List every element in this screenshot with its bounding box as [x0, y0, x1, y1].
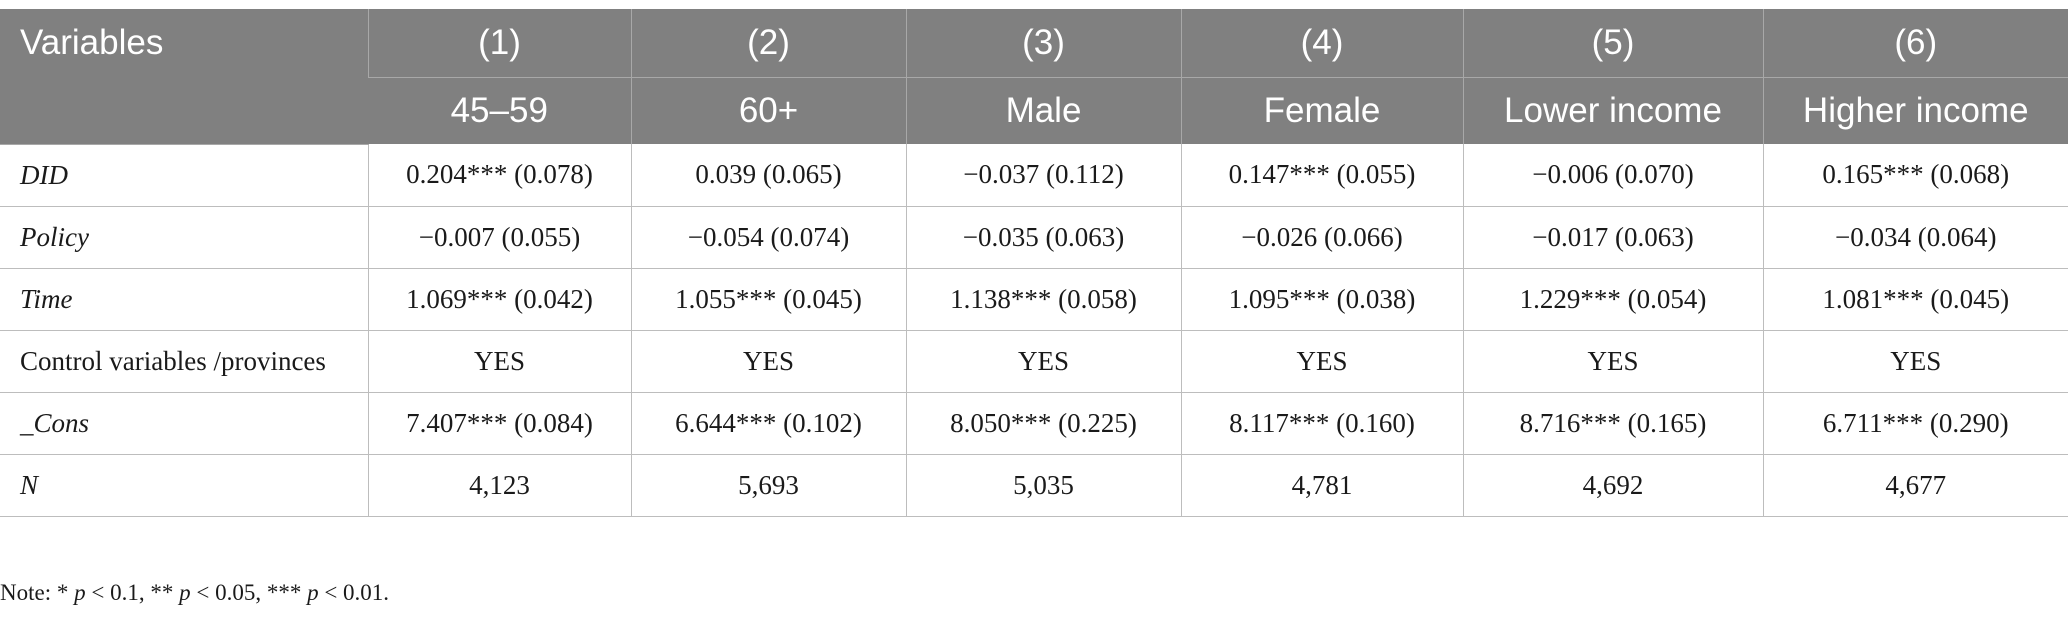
- table-cell: 0.039 (0.065): [630, 144, 906, 207]
- table-cell: −0.007 (0.055): [367, 206, 631, 269]
- table-cell: 4,781: [1180, 454, 1463, 517]
- note-prefix: Note:: [0, 580, 57, 605]
- variables-header: Variables: [0, 9, 368, 145]
- table-cell: YES: [1180, 330, 1463, 393]
- table-cell: YES: [1462, 330, 1763, 393]
- table-cell: 6.711*** (0.290): [1762, 392, 2068, 455]
- table-cell: −0.035 (0.063): [905, 206, 1181, 269]
- header-row-subgroups: 45–59 60+ Male Female Lower income Highe…: [0, 77, 2068, 144]
- table-cell: 5,693: [630, 454, 906, 517]
- subgroup-header: Higher income: [1762, 77, 2068, 144]
- note-stars: ***: [266, 580, 308, 605]
- note-p-symbol: p: [179, 580, 191, 605]
- table-cell: 1.095*** (0.038): [1180, 268, 1463, 331]
- row-label: Policy: [0, 206, 368, 269]
- model-1-header: (1): [367, 9, 631, 78]
- model-3-header: (3): [905, 9, 1181, 78]
- table-cell: YES: [1762, 330, 2068, 393]
- table-note: Note: * p < 0.1, ** p < 0.05, *** p < 0.…: [0, 580, 389, 606]
- table-cell: YES: [905, 330, 1181, 393]
- table-cell: 6.644*** (0.102): [630, 392, 906, 455]
- table-row: Time 1.069*** (0.042) 1.055*** (0.045) 1.13…: [0, 268, 2068, 331]
- subgroup-header: Lower income: [1462, 77, 1763, 144]
- results-table: Variables (1) (2) (3) (4) (5) (6) 45–59 …: [0, 9, 2068, 517]
- table-cell: 4,123: [367, 454, 631, 517]
- table-cell: 5,035: [905, 454, 1181, 517]
- subgroup-header: 60+: [630, 77, 906, 144]
- subgroup-header: Male: [905, 77, 1181, 144]
- table-cell: 0.204*** (0.078): [367, 144, 631, 207]
- model-4-header: (4): [1180, 9, 1463, 78]
- table-cell: YES: [367, 330, 631, 393]
- row-label: Control variables /provinces: [0, 330, 368, 393]
- table-row: Control variables /provinces YES YES YES YES…: [0, 330, 2068, 393]
- note-stars: **: [150, 580, 180, 605]
- subgroup-header: 45–59: [368, 77, 631, 144]
- note-threshold: < 0.05,: [190, 580, 267, 605]
- note-p-symbol: p: [307, 580, 319, 605]
- table-cell: −0.037 (0.112): [905, 144, 1181, 207]
- note-stars: *: [56, 580, 75, 605]
- table-cell: −0.017 (0.063): [1462, 206, 1763, 269]
- header-row-model-numbers: Variables (1) (2) (3) (4) (5) (6): [0, 9, 2068, 145]
- table-cell: 1.069*** (0.042): [367, 268, 631, 331]
- model-2-header: (2): [630, 9, 906, 78]
- table-row: _Cons 7.407*** (0.084) 6.644*** (0.102) 8.0…: [0, 392, 2068, 455]
- table-body: DID 0.204*** (0.078) 0.039 (0.065) −0.037 (…: [0, 144, 2068, 517]
- table-row: N 4,123 5,693 5,035 4,781 4,692 4,677: [0, 454, 2068, 517]
- table-cell: 8.050*** (0.225): [905, 392, 1181, 455]
- table-cell: 0.147*** (0.055): [1180, 144, 1463, 207]
- model-5-header: (5): [1462, 9, 1763, 78]
- table-cell: 7.407*** (0.084): [367, 392, 631, 455]
- row-label: _Cons: [0, 392, 368, 455]
- table-cell: −0.054 (0.074): [630, 206, 906, 269]
- table-header: Variables (1) (2) (3) (4) (5) (6) 45–59 …: [0, 9, 2068, 145]
- row-label: N: [0, 454, 368, 517]
- table-cell: 1.055*** (0.045): [630, 268, 906, 331]
- note-threshold: < 0.01.: [318, 580, 390, 605]
- model-6-header: (6): [1762, 9, 2068, 78]
- table-row: Policy −0.007 (0.055) −0.054 (0.074) −0.035…: [0, 206, 2068, 269]
- table-cell: 1.081*** (0.045): [1762, 268, 2068, 331]
- table-cell: 1.138*** (0.058): [905, 268, 1181, 331]
- row-label: DID: [0, 144, 368, 207]
- table-cell: YES: [630, 330, 906, 393]
- table-cell: 4,677: [1762, 454, 2068, 517]
- row-label: Time: [0, 268, 368, 331]
- table-cell: −0.026 (0.066): [1180, 206, 1463, 269]
- table-cell: 0.165*** (0.068): [1762, 144, 2068, 207]
- table-cell: 8.716*** (0.165): [1462, 392, 1763, 455]
- table-cell: 4,692: [1462, 454, 1763, 517]
- table-cell: −0.006 (0.070): [1462, 144, 1763, 207]
- subgroup-header: Female: [1180, 77, 1463, 144]
- table-cell: −0.034 (0.064): [1762, 206, 2068, 269]
- note-p-symbol: p: [74, 580, 86, 605]
- table-row: DID 0.204*** (0.078) 0.039 (0.065) −0.037 (…: [0, 144, 2068, 207]
- table-cell: 1.229*** (0.054): [1462, 268, 1763, 331]
- table-cell: 8.117*** (0.160): [1180, 392, 1463, 455]
- note-threshold: < 0.1,: [85, 580, 151, 605]
